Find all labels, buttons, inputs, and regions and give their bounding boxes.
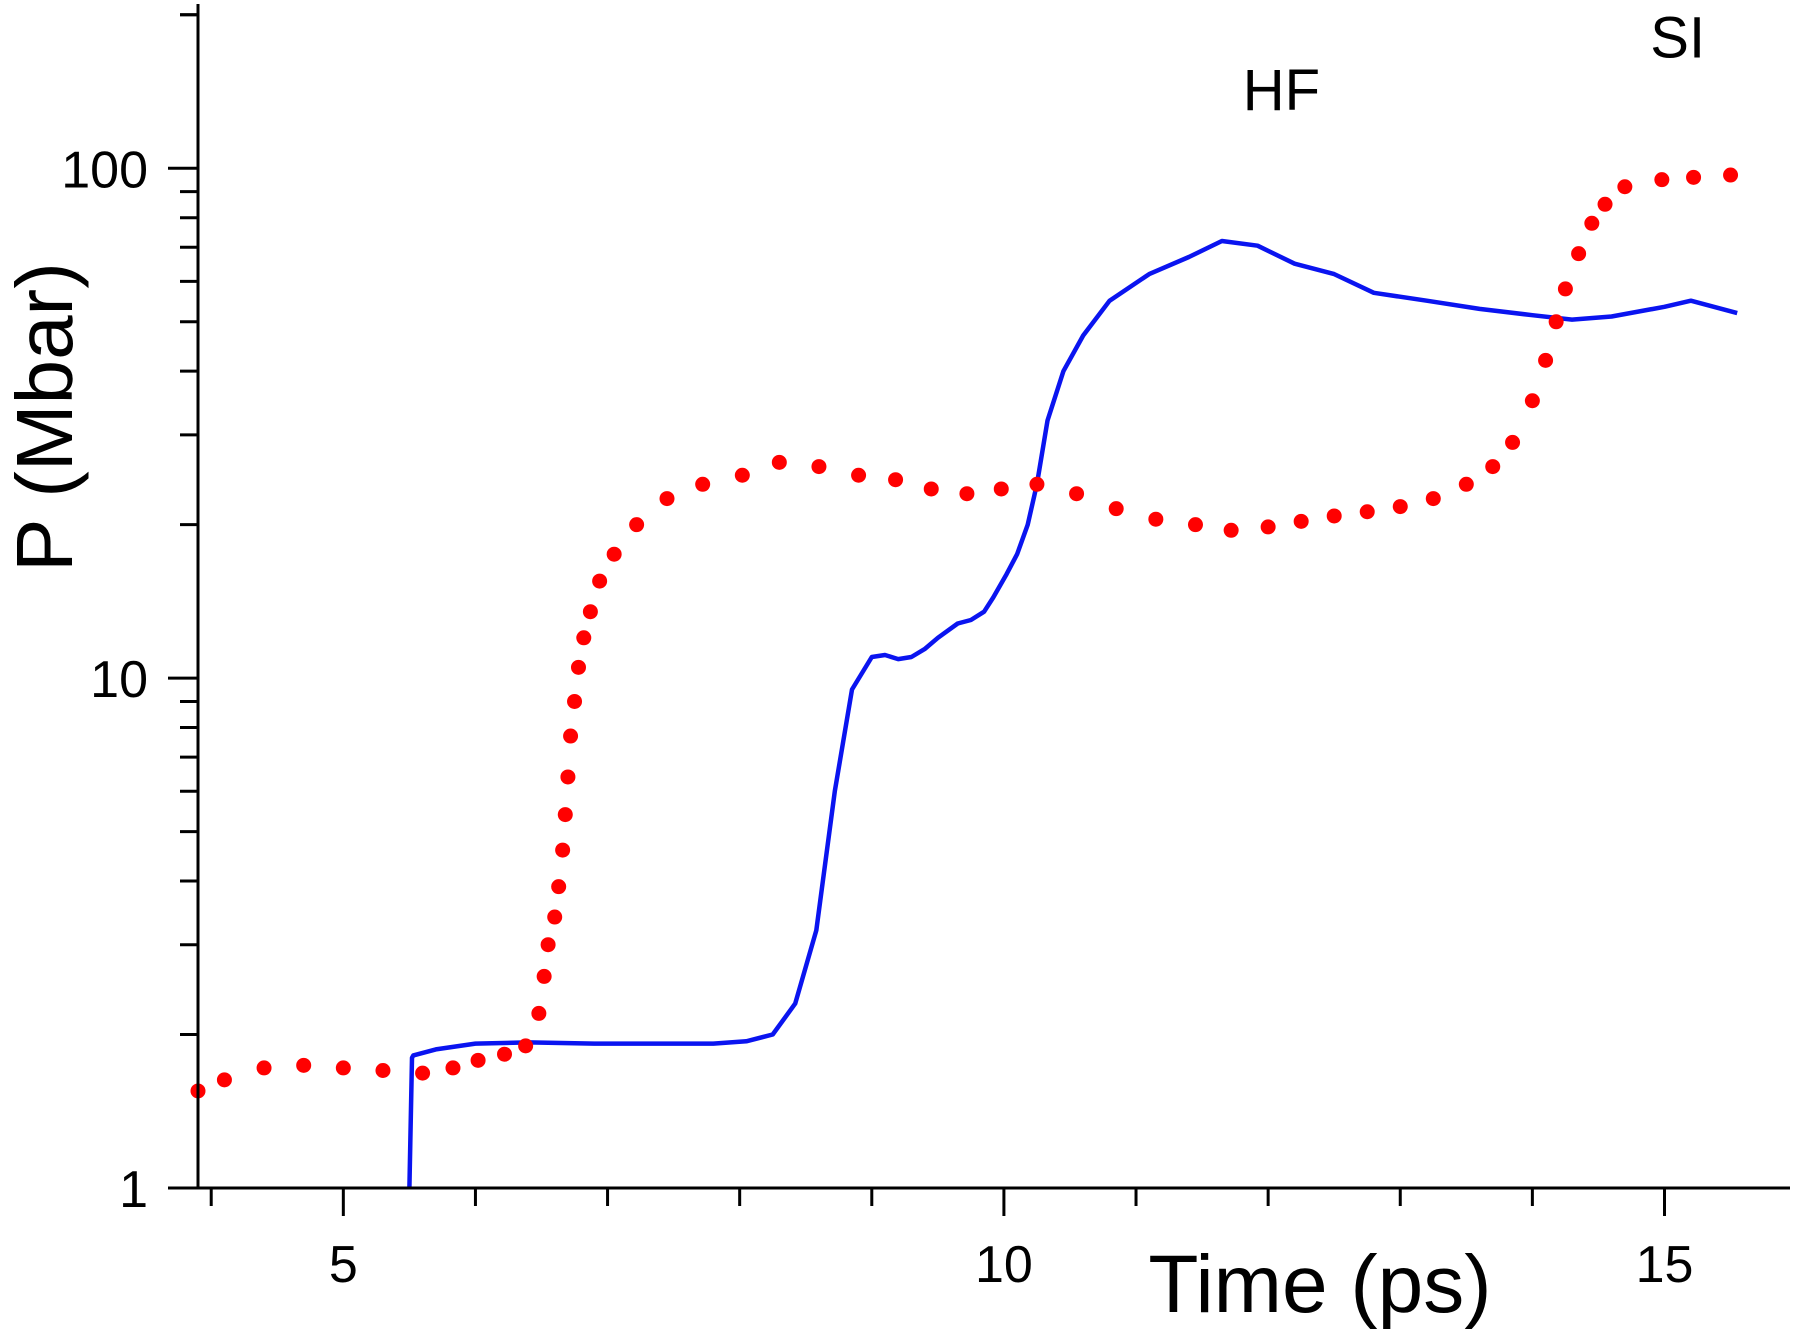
data-point-si <box>1069 486 1085 502</box>
data-point-si <box>547 909 563 925</box>
data-point-si <box>551 879 567 895</box>
data-point-si <box>1597 196 1613 212</box>
data-point-si <box>1485 459 1501 475</box>
data-point-si <box>567 693 583 709</box>
data-point-si <box>1260 519 1276 535</box>
x-tick-label: 15 <box>1636 1236 1694 1294</box>
data-point-si <box>1584 215 1600 231</box>
data-point-si <box>659 491 675 507</box>
data-point-si <box>518 1038 534 1054</box>
y-tick-label: 1 <box>119 1161 148 1219</box>
data-point-si <box>695 476 711 492</box>
data-point-si <box>256 1060 272 1076</box>
data-point-si <box>563 728 579 744</box>
x-tick-label: 10 <box>975 1236 1033 1294</box>
data-point-si <box>771 454 787 470</box>
data-point-si <box>576 630 592 646</box>
data-point-si <box>851 467 867 483</box>
data-point-si <box>216 1072 232 1088</box>
series-hf <box>407 238 1738 1189</box>
data-point-si <box>540 937 556 953</box>
data-point-si <box>1359 504 1375 520</box>
data-point-si <box>375 1063 391 1079</box>
data-point-si <box>296 1057 312 1073</box>
x-axis-label: Time (ps) <box>1148 1239 1491 1330</box>
data-point-si <box>1458 476 1474 492</box>
data-point-si <box>1654 172 1670 188</box>
data-point-si <box>470 1052 486 1068</box>
data-point-si <box>497 1046 513 1062</box>
data-point-si <box>570 659 586 675</box>
data-point-si <box>1187 517 1203 533</box>
data-point-si <box>560 769 576 785</box>
series-layer <box>190 167 1739 1189</box>
data-point-si <box>335 1060 351 1076</box>
data-point-si <box>1686 169 1702 185</box>
data-point-si <box>606 546 622 562</box>
data-point-si <box>1223 522 1239 538</box>
label-layer: Time (ps) P (Mbar) HF SI <box>0 5 1705 1330</box>
x-tick-label: 5 <box>329 1236 358 1294</box>
data-point-si <box>536 968 552 984</box>
data-point-si <box>1571 246 1587 262</box>
axes-layer: 5 10 15 1 10 100 <box>61 4 1790 1294</box>
data-point-si <box>1524 393 1540 409</box>
data-point-si <box>582 604 598 620</box>
data-point-si <box>592 573 608 589</box>
annotation-label: SI <box>1650 5 1705 70</box>
data-point-si <box>1148 511 1164 527</box>
annotation-label: HF <box>1243 58 1320 123</box>
series-line-hf <box>407 238 1738 1189</box>
data-point-si <box>1029 476 1045 492</box>
data-point-si <box>811 459 827 475</box>
data-point-si <box>445 1060 461 1076</box>
data-point-si <box>1557 281 1573 297</box>
data-point-si <box>555 842 571 858</box>
data-point-si <box>1548 314 1564 330</box>
series-si <box>190 167 1739 1099</box>
data-point-si <box>923 481 939 497</box>
data-point-si <box>1425 491 1441 507</box>
y-axis-label: P (Mbar) <box>0 262 89 572</box>
data-point-si <box>557 807 573 823</box>
data-point-si <box>959 486 975 502</box>
data-point-si <box>734 467 750 483</box>
data-point-si <box>1293 513 1309 529</box>
data-point-si <box>1505 434 1521 450</box>
data-point-si <box>531 1005 547 1021</box>
y-tick-label: 10 <box>90 651 148 709</box>
data-point-si <box>993 481 1009 497</box>
data-point-si <box>629 517 645 533</box>
y-tick-label: 100 <box>61 141 148 199</box>
data-point-si <box>1617 179 1633 195</box>
data-point-si <box>1538 352 1554 368</box>
data-point-si <box>1392 499 1408 515</box>
data-point-si <box>888 472 904 488</box>
data-point-si <box>1723 167 1739 183</box>
data-point-si <box>415 1065 431 1081</box>
data-point-si <box>1326 508 1342 524</box>
data-point-si <box>1108 501 1124 517</box>
